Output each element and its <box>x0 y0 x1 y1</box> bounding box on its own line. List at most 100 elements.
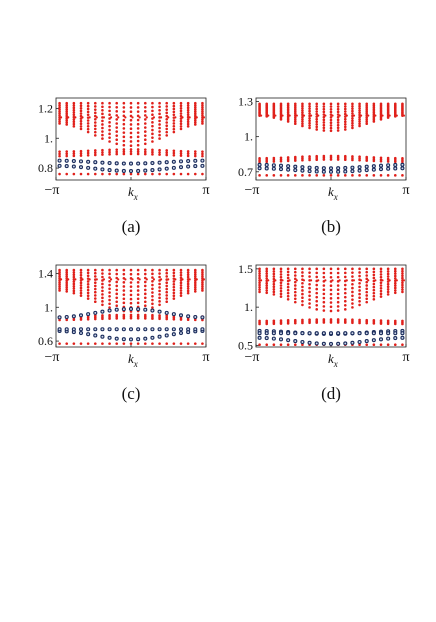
data-point <box>86 113 90 117</box>
data-point <box>329 275 333 279</box>
data-point <box>329 105 333 108</box>
data-point <box>351 155 354 158</box>
data-point <box>158 133 161 137</box>
data-point <box>307 331 312 336</box>
data-point <box>265 281 269 285</box>
data-point <box>293 108 297 112</box>
data-point <box>365 106 369 110</box>
data-point <box>172 127 176 131</box>
data-point <box>101 123 104 126</box>
data-point <box>351 290 354 294</box>
data-point <box>158 286 161 289</box>
data-point <box>143 168 148 173</box>
data-point <box>108 276 111 279</box>
data-point <box>265 291 269 295</box>
data-point <box>278 163 284 168</box>
data-point <box>71 164 76 169</box>
data-point <box>122 289 126 292</box>
data-point <box>86 172 90 176</box>
data-point <box>308 112 311 115</box>
data-point <box>322 121 326 124</box>
data-point <box>358 281 361 285</box>
data-point <box>351 282 354 286</box>
data-point <box>343 287 347 291</box>
data-point <box>200 327 205 332</box>
data-point <box>264 162 269 167</box>
data-point <box>65 104 69 107</box>
data-point <box>257 166 262 171</box>
data-point <box>165 111 169 115</box>
data-point <box>58 154 61 158</box>
data-point <box>179 119 183 123</box>
data-point <box>157 309 162 314</box>
data-point <box>301 102 304 106</box>
data-point <box>336 318 340 321</box>
data-point <box>372 294 376 298</box>
data-point <box>293 287 297 291</box>
data-point <box>200 163 205 168</box>
data-point <box>264 331 269 336</box>
data-point <box>329 292 333 296</box>
data-point <box>101 275 104 279</box>
data-point <box>186 287 190 290</box>
data-point <box>57 158 62 163</box>
data-point <box>193 104 197 107</box>
data-point <box>358 111 361 115</box>
data-point <box>172 271 176 275</box>
data-point <box>372 267 376 271</box>
data-point <box>136 150 140 154</box>
data-point <box>108 124 111 128</box>
data-point <box>136 161 141 166</box>
x-axis-label-main: k <box>128 351 134 366</box>
data-point <box>393 267 397 271</box>
data-point <box>328 166 334 171</box>
data-point <box>324 114 327 117</box>
data-point <box>372 319 376 322</box>
data-point <box>358 292 361 296</box>
data-point <box>343 120 347 124</box>
data-point <box>186 342 190 345</box>
data-point <box>101 101 104 105</box>
data-point <box>201 103 204 107</box>
data-point <box>329 297 333 300</box>
data-point <box>86 280 90 283</box>
data-point <box>58 172 61 176</box>
data-point <box>101 342 104 345</box>
data-point <box>79 154 83 157</box>
data-point <box>343 303 347 307</box>
data-point <box>201 281 204 284</box>
data-point <box>322 129 326 132</box>
data-point <box>322 296 326 300</box>
data-point <box>286 288 290 292</box>
data-point <box>143 284 147 288</box>
data-point <box>165 153 169 157</box>
data-point <box>129 313 133 317</box>
data-point <box>393 343 397 347</box>
data-point <box>308 107 311 110</box>
data-point <box>293 120 297 124</box>
data-point <box>186 154 190 158</box>
data-point <box>286 174 290 177</box>
data-point <box>172 101 176 105</box>
data-point <box>165 287 169 291</box>
data-point <box>164 166 169 171</box>
data-point <box>364 331 369 336</box>
data-point <box>286 297 290 301</box>
data-point <box>72 104 76 107</box>
data-point <box>86 101 90 105</box>
data-point <box>201 285 204 288</box>
data-point <box>115 118 119 121</box>
data-point <box>95 278 98 281</box>
data-point <box>58 285 61 288</box>
data-point <box>93 314 97 317</box>
data-point <box>64 314 69 320</box>
y-tick-label: 1.3 <box>238 95 253 109</box>
data-point <box>315 105 319 108</box>
data-point <box>293 112 297 116</box>
data-point <box>158 123 161 126</box>
data-point <box>365 277 369 281</box>
data-point <box>343 110 347 113</box>
data-point <box>393 162 398 167</box>
data-point <box>65 342 69 345</box>
data-point <box>93 281 97 285</box>
